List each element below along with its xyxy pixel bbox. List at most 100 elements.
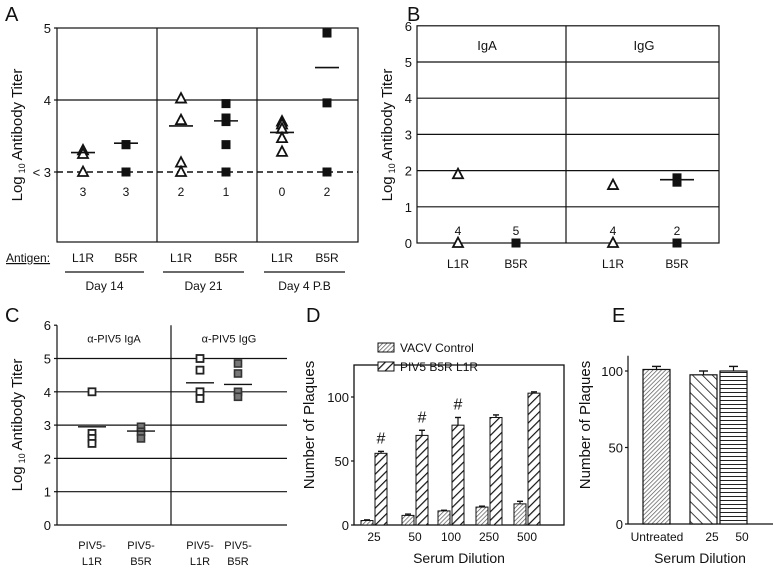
- data-point-filled-square: [322, 98, 332, 108]
- y-axis-title: Number of Plaques: [577, 361, 594, 489]
- below-detection-count: 3: [80, 185, 87, 199]
- data-point-open-square: [195, 354, 205, 363]
- y-tick-label: 1: [44, 485, 51, 500]
- bar-vacv-control: [475, 506, 489, 526]
- y-axis-title: Log 10 Antibody Titer: [379, 69, 397, 202]
- y-tick-label: 0: [44, 518, 51, 533]
- x-tick-label: L1R: [170, 251, 192, 265]
- panel-letter-a: A: [5, 4, 19, 26]
- data-point-open-triangle: [174, 91, 188, 104]
- x-tick-label: 500: [517, 530, 537, 544]
- sample-count: 5: [513, 224, 520, 238]
- x-axis-title: Serum Dilution: [654, 550, 746, 566]
- x-tick-label: 250: [479, 530, 499, 544]
- data-point-filled-square: [221, 99, 231, 109]
- group-header: α-PIV5 IgA: [87, 334, 141, 346]
- data-point-open-triangle: [275, 130, 289, 144]
- data-point-open-square: [195, 394, 205, 403]
- y-tick-label: 4: [405, 91, 412, 106]
- x-tick-label: B5R: [214, 251, 238, 265]
- x-tick-label-line1: PIV5-: [78, 540, 106, 552]
- y-axis-title-text: Log 10 Antibody Titer: [9, 69, 27, 202]
- legend-label: VACV Control: [400, 341, 474, 355]
- x-tick-label-line2: B5R: [130, 556, 151, 568]
- y-axis-title-text: Number of Plaques: [577, 361, 594, 489]
- x-tick-label-line1: PIV5-: [186, 540, 214, 552]
- group-label: Day 4 P.B: [278, 279, 330, 293]
- data-point-open-triangle: [451, 166, 465, 180]
- data-point-filled-square: [672, 238, 682, 248]
- data-point-gray-square: [233, 392, 243, 402]
- below-detection-count: 0: [279, 185, 286, 199]
- y-axis-title: Log 10 Antibody Titer: [9, 69, 27, 202]
- y-axis-title-rest: Antibody Titer: [9, 69, 26, 161]
- y-tick-label: 5: [405, 55, 412, 70]
- data-point-open-triangle: [606, 177, 620, 190]
- bar-piv5-b5r-l1r: [489, 416, 503, 526]
- y-axis-title-subscript: 10: [17, 453, 27, 463]
- significance-marker: #: [454, 396, 463, 413]
- y-axis-title-log: Log: [9, 176, 26, 201]
- data-point-filled-square: [221, 140, 231, 150]
- x-tick-label: L1R: [447, 257, 469, 271]
- y-tick-label: 4: [44, 93, 51, 108]
- legend-label: PIV5 B5R L1R: [400, 360, 478, 374]
- x-tick-label-line2: L1R: [190, 556, 210, 568]
- bar-25: [689, 374, 718, 525]
- group-header: IgG: [634, 38, 655, 53]
- y-tick-label: 1: [405, 200, 412, 215]
- y-tick-label: 3: [405, 127, 412, 142]
- sample-count: 4: [610, 224, 617, 238]
- x-tick-label: B5R: [504, 257, 528, 271]
- x-tick-label-line2: B5R: [227, 556, 248, 568]
- y-tick-label: 100: [327, 390, 349, 405]
- data-point-filled-square: [121, 167, 131, 177]
- group-label: Day 14: [85, 279, 123, 293]
- x-tick-label: B5R: [315, 251, 339, 265]
- legend-swatch: [377, 361, 395, 372]
- below-detection-count: 3: [123, 185, 130, 199]
- panel-letter-b: B: [407, 4, 420, 26]
- antigen-label: Antigen:: [6, 251, 50, 265]
- data-point-open-triangle: [174, 164, 188, 177]
- y-tick-label: 0: [342, 518, 349, 533]
- x-tick-label: Untreated: [631, 530, 684, 544]
- y-tick-label: 50: [609, 441, 623, 456]
- data-point-filled-square: [672, 177, 682, 187]
- data-point-filled-square: [322, 167, 332, 177]
- y-tick-label: 50: [335, 454, 349, 469]
- sample-count: 4: [455, 224, 462, 238]
- y-tick-label: 6: [44, 318, 51, 333]
- bar-vacv-control: [401, 514, 415, 526]
- x-tick-label-line2: L1R: [82, 556, 102, 568]
- group-header: IgA: [477, 38, 497, 53]
- y-tick-label: 2: [405, 164, 412, 179]
- legend-swatch: [377, 342, 395, 353]
- y-axis-title: Number of Plaques: [301, 361, 318, 489]
- y-tick-label: 4: [44, 385, 51, 400]
- significance-marker: #: [418, 409, 427, 426]
- bar-vacv-control: [360, 520, 374, 526]
- plot-frame: [56, 27, 359, 243]
- data-point-open-square: [87, 439, 97, 448]
- y-tick-label: 6: [405, 19, 412, 34]
- x-tick-label: 25: [705, 530, 719, 544]
- x-tick-label-line1: PIV5-: [224, 540, 252, 552]
- data-point-gray-square: [136, 434, 146, 443]
- y-axis-title-subscript: 10: [17, 163, 27, 173]
- bar-vacv-control: [437, 510, 451, 526]
- y-tick-label: 100: [601, 364, 623, 379]
- x-axis-title: Serum Dilution: [413, 550, 505, 566]
- data-point-gray-square: [233, 359, 243, 368]
- data-point-open-triangle: [451, 235, 465, 248]
- below-detection-count: 2: [178, 185, 185, 199]
- y-axis-title-text: Log 10 Antibody Titer: [379, 69, 397, 202]
- x-tick-label: 50: [735, 530, 749, 544]
- panel-letter-e: E: [612, 305, 625, 327]
- x-tick-label: L1R: [72, 251, 94, 265]
- x-tick-label: 50: [408, 530, 422, 544]
- bar-piv5-b5r-l1r: [451, 424, 465, 526]
- panel-letter-c: C: [5, 305, 19, 327]
- x-tick-label: B5R: [665, 257, 689, 271]
